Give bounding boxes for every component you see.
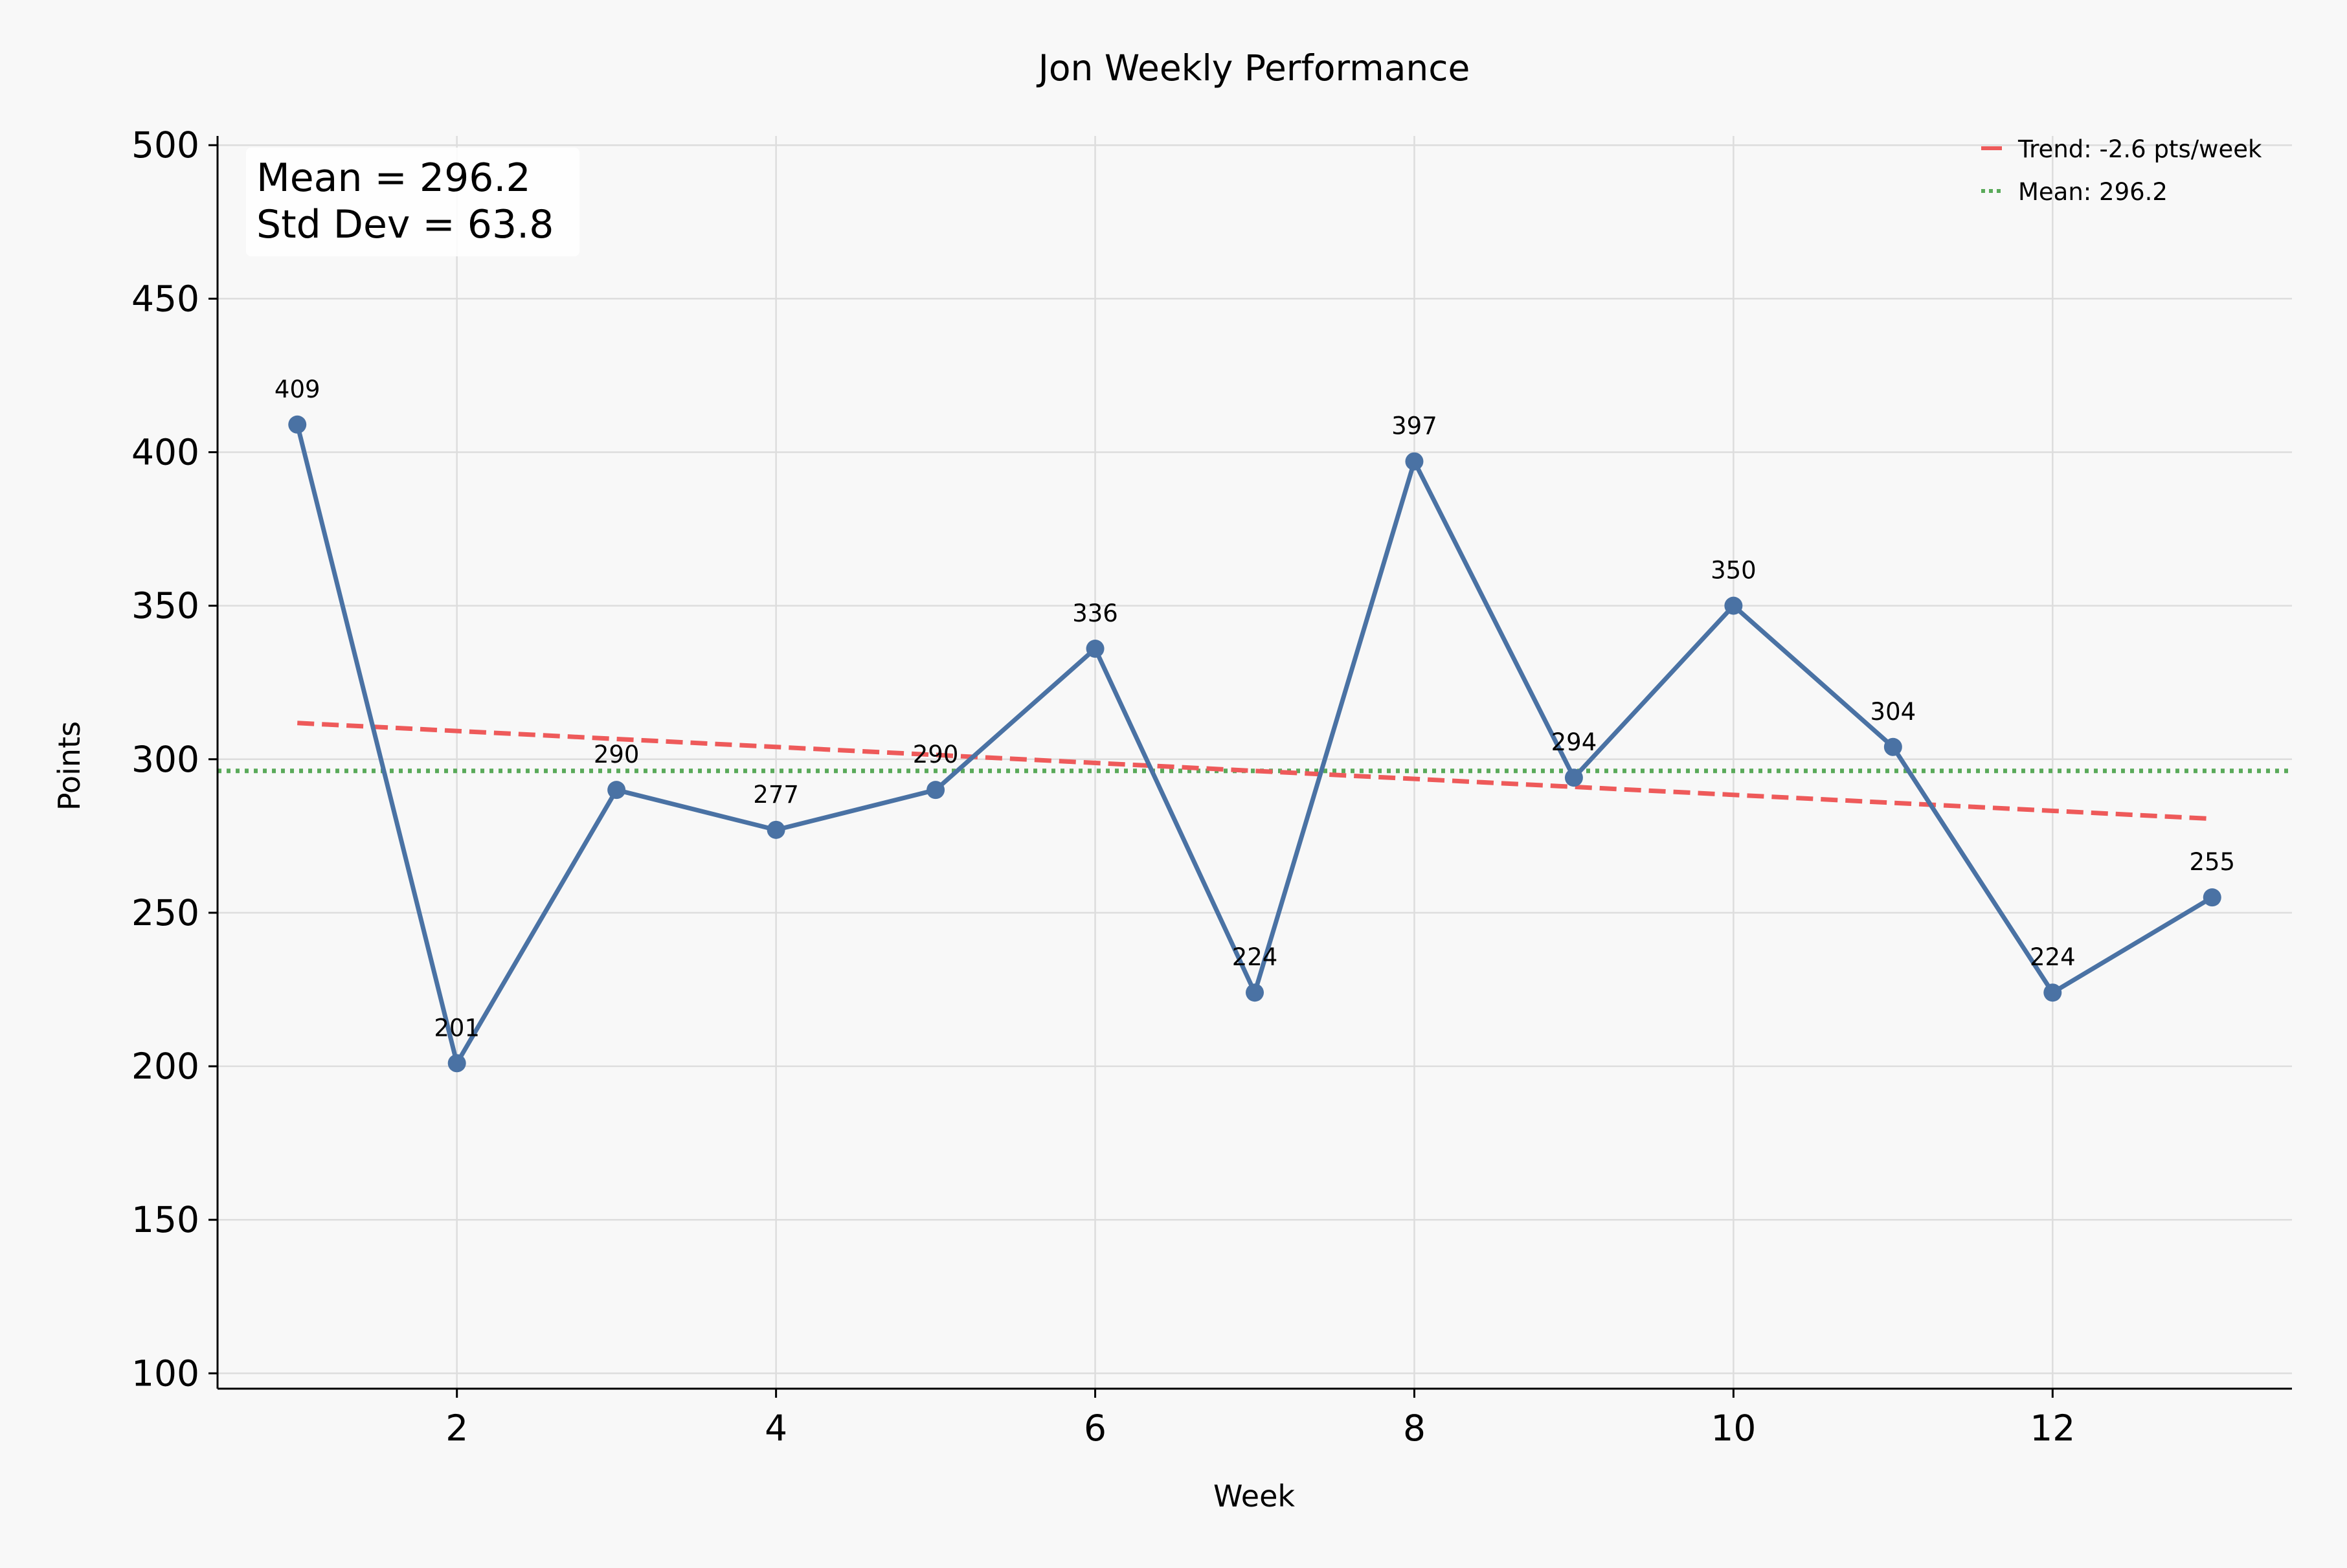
data-point bbox=[1086, 640, 1105, 658]
x-tick-label: 8 bbox=[1403, 1407, 1426, 1449]
data-label: 290 bbox=[594, 741, 640, 768]
data-label: 336 bbox=[1072, 599, 1118, 627]
data-point bbox=[926, 781, 945, 800]
data-point bbox=[2203, 888, 2221, 907]
data-label: 277 bbox=[753, 781, 799, 809]
data-point bbox=[2043, 983, 2062, 1002]
grid bbox=[218, 136, 2292, 1389]
data-label: 304 bbox=[1870, 698, 1916, 726]
data-label: 397 bbox=[1391, 412, 1437, 440]
x-tick-label: 12 bbox=[2030, 1407, 2075, 1449]
data-point bbox=[288, 415, 307, 434]
data-label: 255 bbox=[2189, 848, 2235, 876]
data-point bbox=[447, 1054, 466, 1073]
data-point bbox=[1883, 737, 1902, 756]
x-ticks: 2 4 6 8 10 12 bbox=[445, 1389, 2075, 1449]
x-tick-label: 6 bbox=[1084, 1407, 1106, 1449]
y-tick-label: 100 bbox=[131, 1352, 199, 1394]
x-axis-title: Week bbox=[1213, 1479, 1295, 1514]
data-label: 294 bbox=[1551, 728, 1597, 756]
x-tick-label: 2 bbox=[445, 1407, 468, 1449]
series bbox=[288, 415, 2221, 1073]
y-tick-label: 450 bbox=[131, 278, 199, 319]
data-point bbox=[607, 781, 626, 800]
data-label: 350 bbox=[1711, 557, 1757, 585]
stats-std-dev: Std Dev = 63.8 bbox=[256, 202, 554, 247]
chart-title: Jon Weekly Performance bbox=[1037, 47, 1470, 89]
y-tick-label: 300 bbox=[131, 739, 199, 780]
data-label: 409 bbox=[275, 375, 320, 403]
data-point bbox=[1246, 983, 1264, 1002]
data-point bbox=[1405, 452, 1424, 471]
x-tick-label: 4 bbox=[765, 1407, 787, 1449]
y-tick-label: 350 bbox=[131, 585, 199, 627]
point-labels: 409 201 290 277 290 336 224 397 294 350 304 224 255 bbox=[275, 375, 2235, 1042]
data-label: 201 bbox=[434, 1014, 480, 1042]
y-tick-label: 400 bbox=[131, 431, 199, 473]
y-tick-label: 200 bbox=[131, 1046, 199, 1087]
legend: Trend: -2.6 pts/week Mean: 296.2 bbox=[1981, 135, 2262, 206]
legend-mean-label: Mean: 296.2 bbox=[2018, 178, 2168, 206]
y-tick-label: 250 bbox=[131, 892, 199, 934]
data-label: 224 bbox=[1232, 943, 1278, 971]
y-tick-label: 500 bbox=[131, 124, 199, 166]
data-point bbox=[1564, 768, 1583, 787]
data-label: 290 bbox=[913, 741, 959, 768]
y-axis-title: Points bbox=[52, 721, 87, 811]
stats-box: Mean = 296.2 Std Dev = 63.8 bbox=[246, 148, 579, 256]
legend-trend-label: Trend: -2.6 pts/week bbox=[2017, 135, 2262, 163]
stats-box-background bbox=[246, 148, 579, 256]
axes bbox=[216, 136, 2292, 1390]
data-point bbox=[1724, 596, 1743, 615]
x-tick-label: 10 bbox=[1711, 1407, 1756, 1449]
y-tick-label: 150 bbox=[131, 1199, 199, 1240]
y-ticks: 100 150 200 250 300 350 400 450 500 bbox=[131, 124, 218, 1394]
stats-mean: Mean = 296.2 bbox=[256, 155, 531, 201]
data-label: 224 bbox=[2030, 943, 2076, 971]
data-point bbox=[767, 820, 785, 839]
